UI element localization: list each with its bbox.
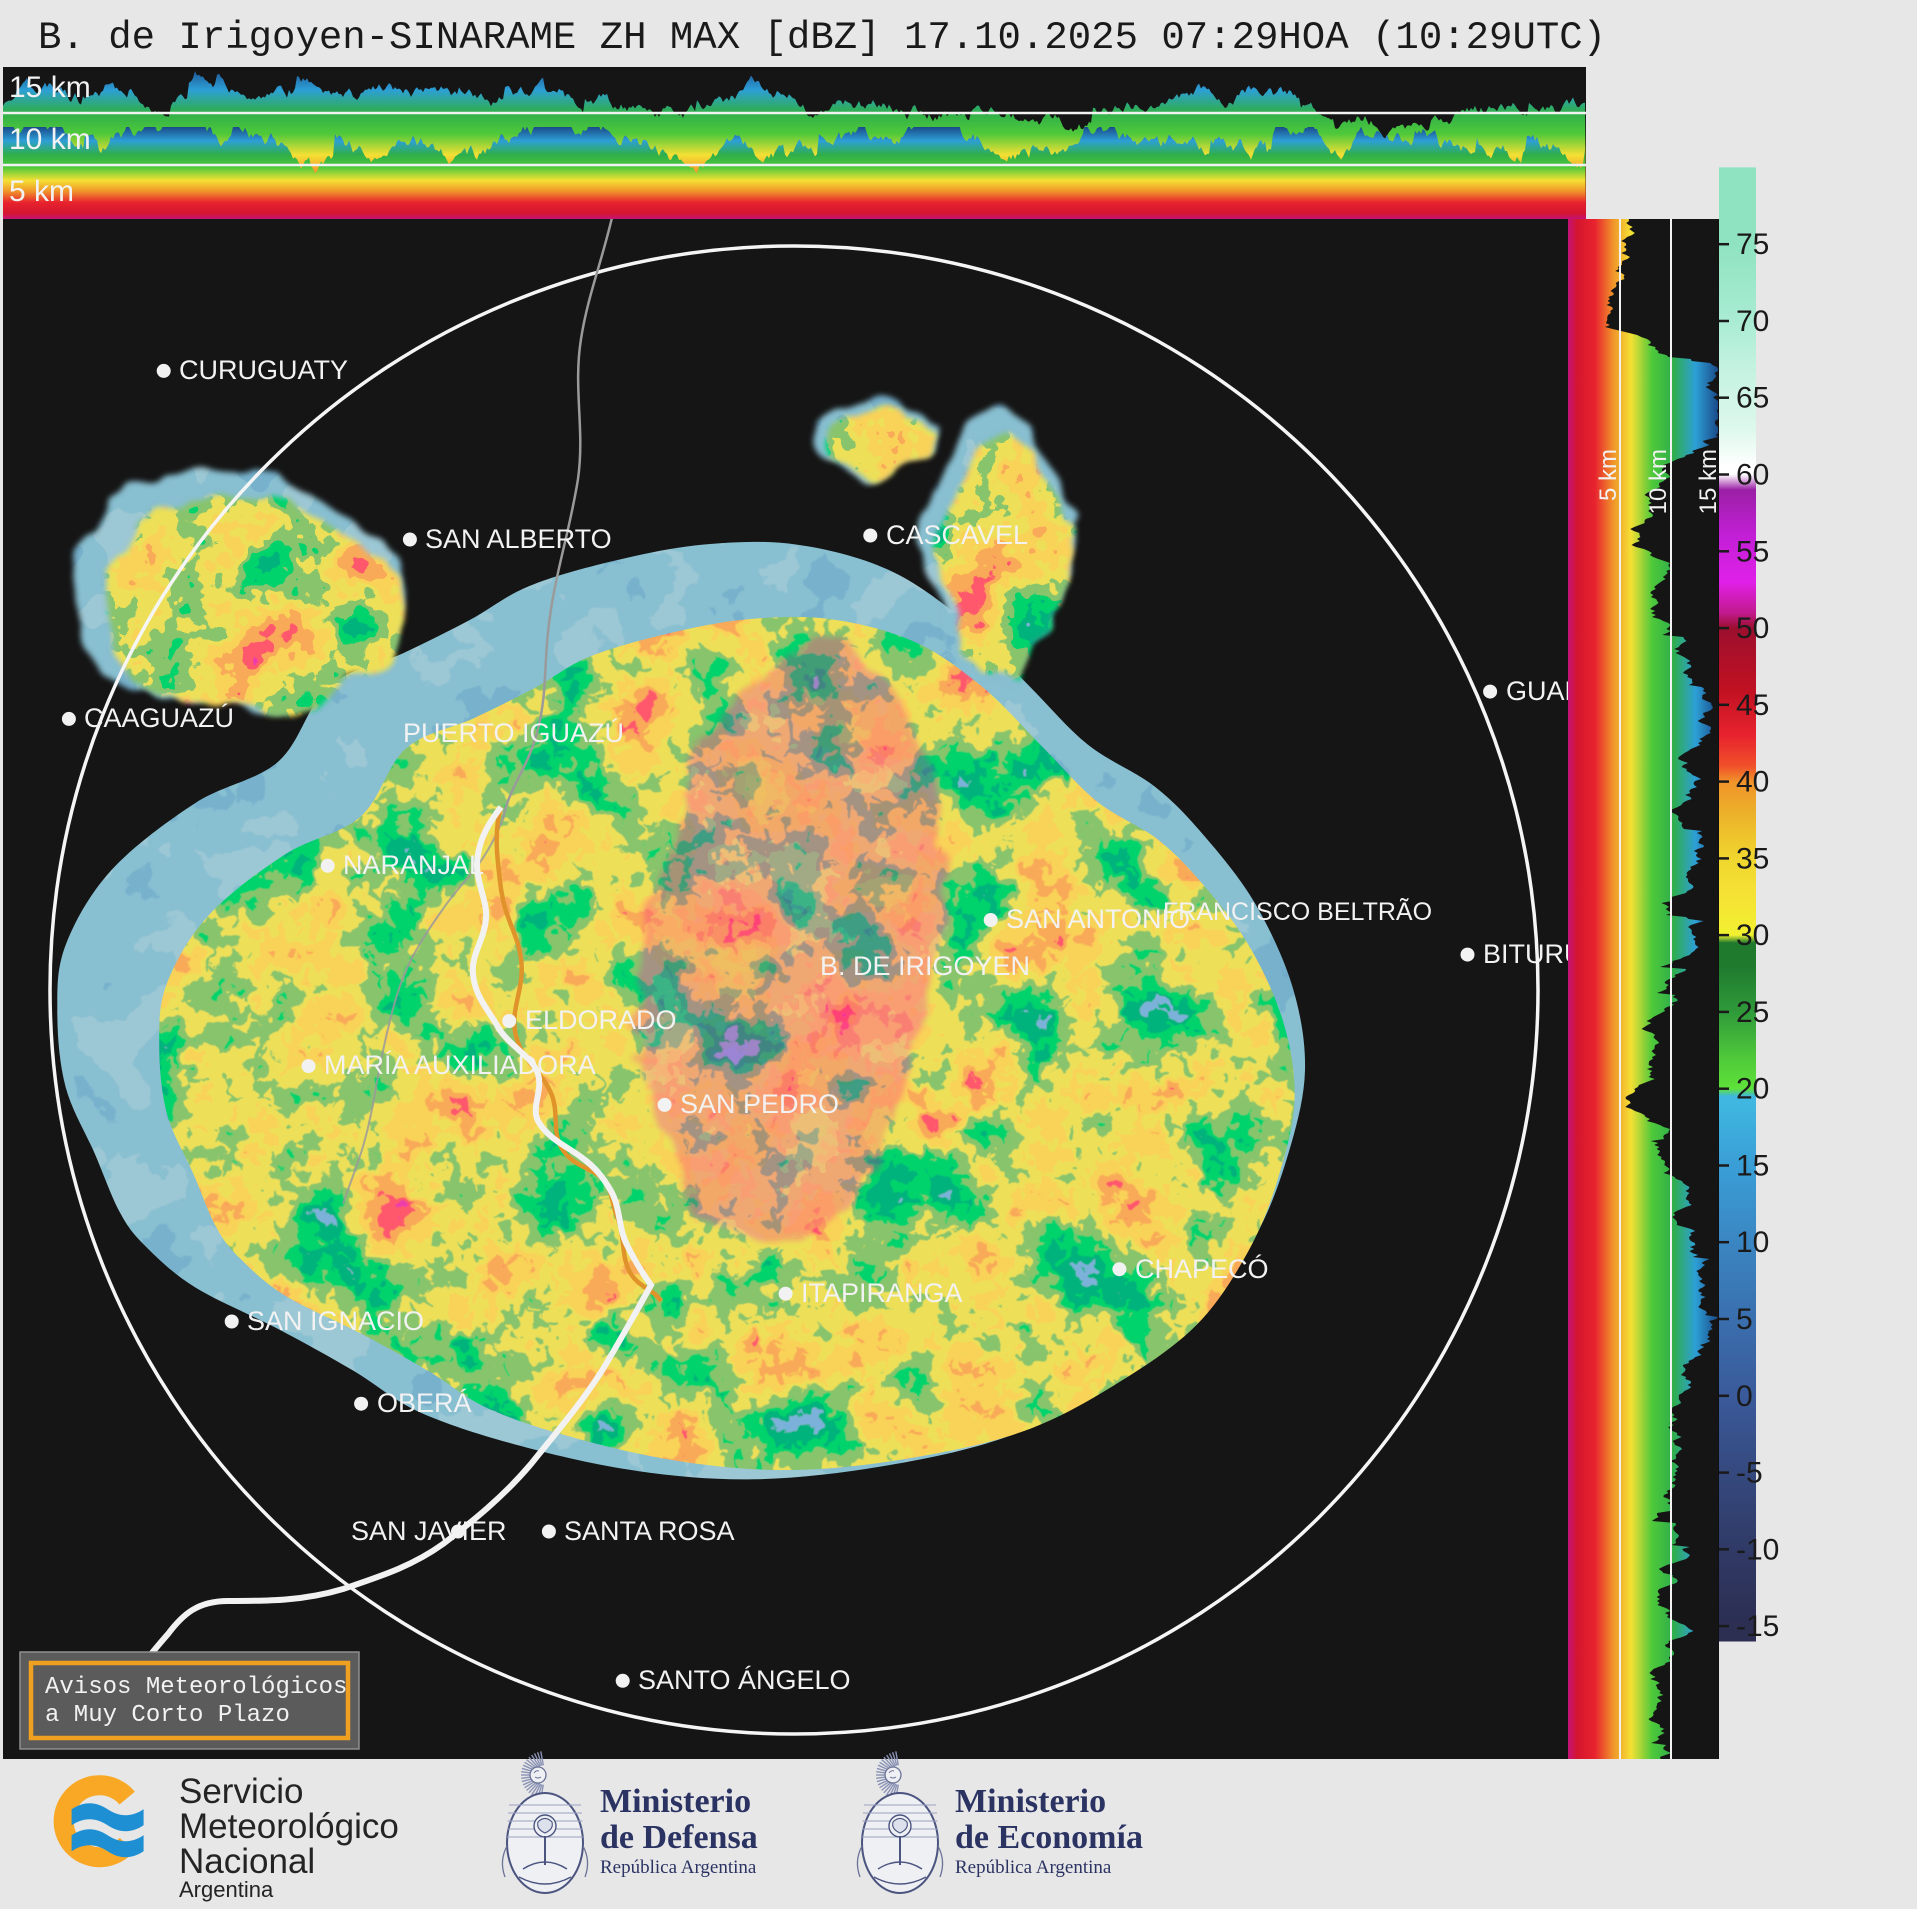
svg-text:de Economía: de Economía [955,1819,1143,1856]
svg-text:Servicio: Servicio [179,1772,303,1811]
svg-text:Nacional: Nacional [179,1842,315,1881]
svg-text:República Argentina: República Argentina [955,1857,1112,1878]
svg-text:Argentina: Argentina [179,1877,274,1902]
svg-text:Ministerio: Ministerio [600,1783,751,1820]
svg-text:Meteorológico: Meteorológico [179,1807,399,1846]
svg-text:Ministerio: Ministerio [955,1783,1106,1820]
svg-text:República Argentina: República Argentina [600,1857,757,1878]
svg-text:de Defensa: de Defensa [600,1819,758,1856]
